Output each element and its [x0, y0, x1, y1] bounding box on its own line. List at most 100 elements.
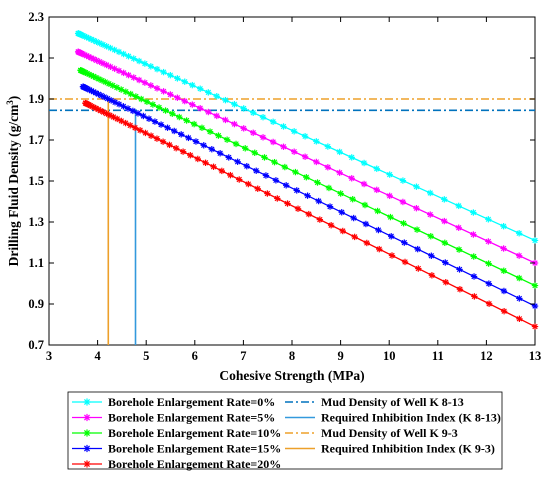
data-point	[130, 55, 137, 62]
data-point	[373, 186, 380, 194]
data-point	[485, 300, 493, 307]
data-point	[227, 171, 234, 179]
data-point	[141, 60, 149, 67]
x-tick-label: 11	[432, 349, 444, 363]
y-tick-label: 1.5	[28, 174, 44, 188]
data-point	[336, 169, 343, 176]
legend-item-series-4: Borehole Enlargement Rate=20%	[72, 457, 281, 471]
data-point	[290, 148, 298, 155]
data-point	[216, 150, 224, 157]
data-point	[485, 260, 492, 267]
series-1	[74, 48, 539, 267]
data-point	[515, 230, 523, 237]
data-point	[399, 177, 407, 184]
data-point	[118, 117, 125, 125]
data-point	[136, 127, 144, 134]
data-point	[336, 148, 343, 156]
data-point	[326, 203, 334, 210]
data-point	[218, 167, 226, 175]
data-point	[208, 146, 216, 153]
data-point	[303, 174, 310, 181]
data-point	[162, 107, 169, 114]
series-layer	[74, 30, 539, 330]
data-point	[225, 154, 232, 161]
data-point	[190, 120, 198, 128]
legend-label: Borehole Enlargement Rate=15%	[108, 442, 281, 456]
data-point	[125, 71, 132, 79]
data-point	[271, 158, 278, 166]
data-point	[441, 196, 448, 203]
y-tick-label: 0.9	[28, 297, 44, 311]
data-point	[348, 175, 355, 182]
data-point	[301, 153, 309, 160]
data-point	[427, 211, 434, 218]
series-2	[77, 67, 539, 289]
data-point	[269, 118, 277, 125]
x-tick-label: 5	[143, 349, 149, 363]
x-tick-label: 8	[289, 349, 295, 363]
data-point	[250, 109, 257, 116]
data-point	[374, 207, 381, 215]
data-point	[455, 202, 462, 210]
legend-label: Borehole Enlargement Rate=20%	[108, 457, 281, 471]
legend-label: Borehole Enlargement Rate=0%	[108, 395, 275, 409]
data-point	[399, 198, 407, 206]
data-point	[147, 132, 155, 139]
data-point	[120, 103, 127, 110]
data-point	[337, 190, 344, 197]
y-tick-label: 1.1	[28, 256, 44, 270]
legend-item-series-0: Borehole Enlargement Rate=0%	[72, 395, 275, 409]
data-point	[240, 105, 247, 112]
data-point	[360, 180, 368, 188]
data-point	[441, 217, 448, 225]
data-point	[373, 165, 380, 172]
data-point	[500, 267, 507, 274]
data-point	[174, 94, 181, 101]
data-point	[428, 272, 436, 279]
data-point	[153, 135, 161, 142]
y-axis-title-main: Drilling Fluid Density (g/cm	[6, 104, 21, 266]
data-point	[281, 163, 289, 171]
data-point	[141, 79, 149, 86]
data-point	[388, 252, 396, 259]
data-point	[262, 172, 270, 179]
data-point	[264, 190, 271, 197]
data-point	[159, 138, 167, 145]
data-point	[223, 136, 231, 143]
data-point	[92, 89, 100, 97]
legend-label: Required Inhibition Index (K 8-13)	[321, 411, 501, 425]
data-point	[135, 57, 143, 65]
legend-item-ref-1: Required Inhibition Index (K 8-13)	[285, 411, 501, 425]
legend-swatch-marker	[83, 429, 91, 437]
reference-lines	[49, 98, 535, 345]
legend-label: Borehole Enlargement Rate=10%	[108, 426, 281, 440]
data-point	[314, 179, 321, 186]
data-point	[272, 177, 280, 184]
data-point	[124, 105, 132, 112]
data-point	[198, 124, 206, 131]
data-point	[427, 232, 434, 240]
data-point	[401, 258, 409, 266]
y-tick-label: 2.3	[28, 10, 44, 24]
data-point	[456, 266, 463, 273]
legend-item-series-2: Borehole Enlargement Rate=10%	[72, 426, 281, 440]
x-tick-label: 3	[46, 349, 52, 363]
data-point	[375, 226, 382, 234]
data-point	[500, 245, 507, 252]
data-point	[338, 209, 345, 216]
data-point	[388, 233, 395, 240]
series-4	[82, 99, 539, 330]
data-point	[127, 122, 134, 129]
data-point	[151, 118, 159, 125]
data-point	[485, 238, 492, 245]
data-point	[200, 142, 207, 149]
data-point	[251, 149, 258, 156]
data-point	[327, 222, 335, 229]
y-tick-label: 1.9	[28, 92, 44, 106]
data-point	[316, 216, 324, 223]
y-axis-title-close: )	[6, 96, 21, 101]
data-point	[313, 158, 320, 166]
data-point	[215, 132, 222, 139]
data-point	[129, 107, 137, 115]
data-point	[348, 154, 355, 161]
